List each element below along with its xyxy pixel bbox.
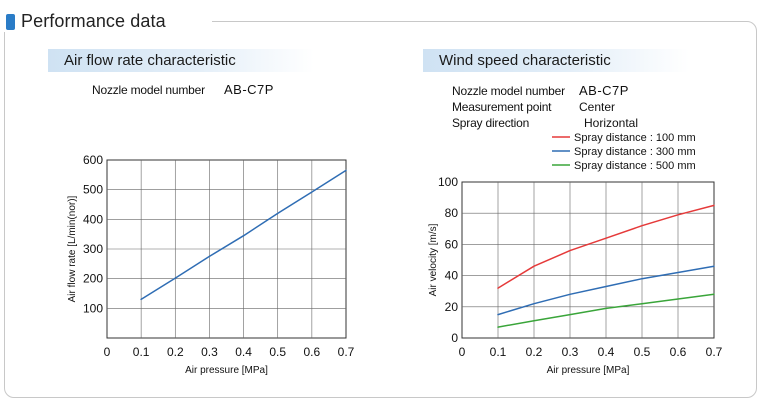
left-info-value-0: AB-C7P [224,82,274,97]
x-tick-label: 0 [104,345,111,359]
x-tick-label: 0.5 [269,345,286,359]
series-line-0 [140,169,347,301]
y-tick-label: 300 [83,242,103,256]
section-header: Performance data [6,11,166,32]
y-tick-label: 200 [83,272,103,286]
left-info-label-0: Nozzle model number [92,83,205,97]
y-tick-label: 600 [83,153,103,167]
right-info-label-1: Measurement point [452,100,552,114]
x-tick-label: 0.3 [201,345,218,359]
right-info-value-0: AB-C7P [579,83,629,98]
x-tick-label: 0.2 [167,345,184,359]
right-info-value-1: Center [579,100,616,114]
frame-title-gap [0,10,212,32]
left-chart-header: Air flow rate characteristic [48,49,314,72]
x-axis-label: Air pressure [MPa] [185,365,268,376]
y-tick-label: 500 [83,183,103,197]
y-tick-label: 100 [83,301,103,315]
y-tick-label: 400 [83,212,103,226]
x-tick-label: 0.1 [133,345,150,359]
right-info-value-2: Horizontal [584,116,639,130]
section-title: Performance data [21,11,166,31]
right-chart-header: Wind speed characteristic [423,49,689,72]
right-info-label-0: Nozzle model number [452,84,565,98]
x-tick-label: 0.4 [235,345,252,359]
x-tick-label: 0.6 [304,345,321,359]
x-tick-label: 0.7 [338,345,355,359]
y-axis-label: Air flow rate [L/min(nor)] [67,195,78,302]
right-info-label-2: Spray direction [452,116,530,130]
section-bullet-icon [6,13,15,30]
